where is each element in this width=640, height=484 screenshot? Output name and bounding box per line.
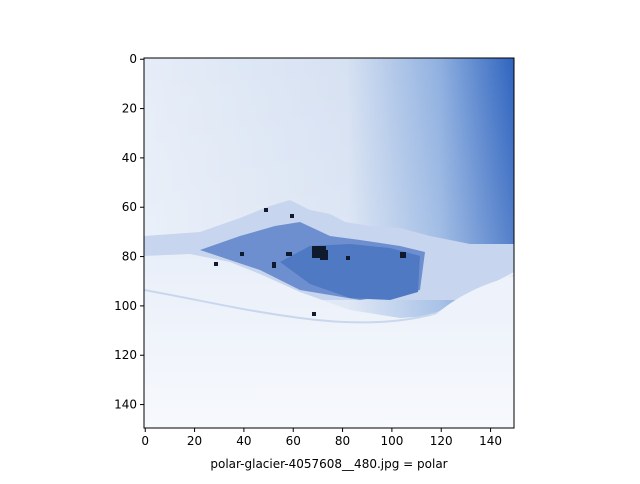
x-tick-label: 140	[479, 434, 502, 448]
y-tick-label: 120	[114, 348, 137, 362]
x-axis-label: polar-glacier-4057608__480.jpg = polar	[210, 457, 447, 471]
glacier-image	[144, 58, 514, 428]
y-tick-label: 100	[114, 299, 137, 313]
rock-outcrops	[214, 208, 406, 316]
y-tick-label: 20	[122, 102, 137, 116]
x-tick-label: 40	[236, 434, 251, 448]
x-tick-label: 80	[335, 434, 350, 448]
y-tick-label: 0	[129, 52, 137, 66]
x-tick-label: 100	[380, 434, 403, 448]
y-tick-label: 60	[122, 200, 137, 214]
axes-frame	[143, 57, 515, 429]
y-tick-label: 140	[114, 398, 137, 412]
y-tick-label: 40	[122, 151, 137, 165]
y-axis: 0 20 40 60 80 100 120 140	[114, 52, 144, 412]
x-tick-label: 120	[430, 434, 453, 448]
x-tick-label: 60	[286, 434, 301, 448]
x-tick-label: 20	[187, 434, 202, 448]
y-tick-label: 80	[122, 250, 137, 264]
x-axis: 0 20 40 60 80 100 120 140	[141, 428, 502, 448]
x-tick-label: 0	[141, 434, 149, 448]
snow-field	[144, 254, 514, 428]
snow-slope	[430, 276, 514, 322]
